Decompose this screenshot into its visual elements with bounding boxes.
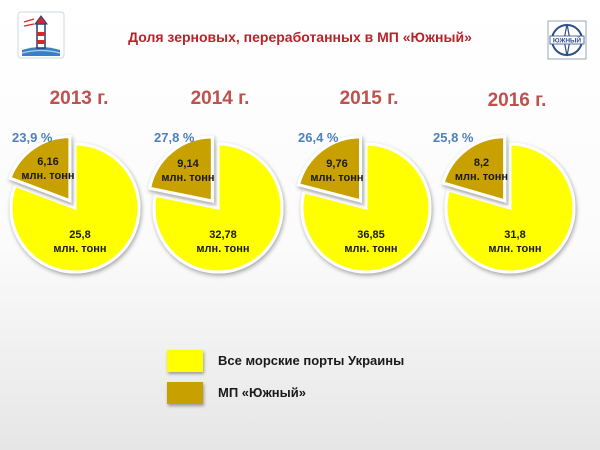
data-label-unit: млн. тонн [196,243,250,255]
data-label-value: 32,78 [209,229,237,241]
data-label-ukraine: 25,8 млн. тонн [35,228,125,256]
data-label-value: 36,85 [357,229,385,241]
data-label-yuzhny: 9,14 млн. тонн [143,157,233,185]
pie-slice-yuzhny [441,135,507,203]
pie-slice-yuzhny [147,135,214,203]
year-label: 2013 г. [49,88,109,109]
share-percent: 23,9 % [12,130,53,145]
pie-slice-ukraine [9,142,141,274]
year-label: 2014 г. [190,88,250,109]
data-label-unit: млн. тонн [310,171,364,184]
data-label-value: 31,8 [504,229,526,241]
pie-4 [441,135,576,274]
share-percent: 26,4 % [298,130,339,145]
page-title: Доля зерновых, переработанных в МП «Южны… [128,29,472,45]
data-label-value: 8,2 [473,157,490,170]
data-label-ukraine: 31,8 млн. тонн [470,228,560,256]
pie-slice-ukraine [444,142,576,274]
pie-slice-ukraine [152,142,284,274]
legend-label-ukraine: Все морские порты Украины [218,353,405,368]
legend-label-yuzhny: МП «Южный» [218,385,306,400]
legend-swatch-ukraine [167,350,203,372]
data-label-unit: млн. тонн [488,243,542,255]
data-label-value: 9,14 [177,158,199,171]
data-label-yuzhny: 9,76 млн. тонн [292,157,382,185]
data-label-yuzhny: 6,16 млн. тонн [3,155,93,183]
data-label-value: 6,16 [37,156,59,168]
legend-swatch-yuzhny [167,382,203,404]
data-label-ukraine: 36,85 млн. тонн [326,228,416,256]
pie-1 [8,135,141,274]
data-label-unit: млн. тонн [344,243,398,255]
yuzhny-port-logo-icon: ЮЖНЫЙ [547,20,587,60]
data-label-unit: млн. тонн [53,243,107,255]
share-percent: 25,8 % [433,130,474,145]
pie-2 [147,135,284,274]
data-label-unit: млн. тонн [454,171,509,184]
port-lighthouse-logo-icon [17,11,65,59]
pie-slice-ukraine [300,142,432,274]
share-percent: 27,8 % [154,130,195,145]
data-label-ukraine: 32,78 млн. тонн [178,228,268,256]
data-label-value: 25,8 [69,229,91,241]
yuzhny-logo-text: ЮЖНЫЙ [553,36,581,45]
pie-3 [296,135,432,274]
year-label: 2015 г. [339,88,399,109]
pie-slice-yuzhny [8,135,72,203]
data-label-value: 9,76 [326,157,348,170]
data-label-unit: млн. тонн [21,170,75,182]
data-label-unit: млн. тонн [161,172,215,185]
data-label-yuzhny: 8,2 млн. тонн [437,156,527,184]
pie-slice-yuzhny [296,135,363,203]
year-label: 2016 г. [487,90,547,111]
